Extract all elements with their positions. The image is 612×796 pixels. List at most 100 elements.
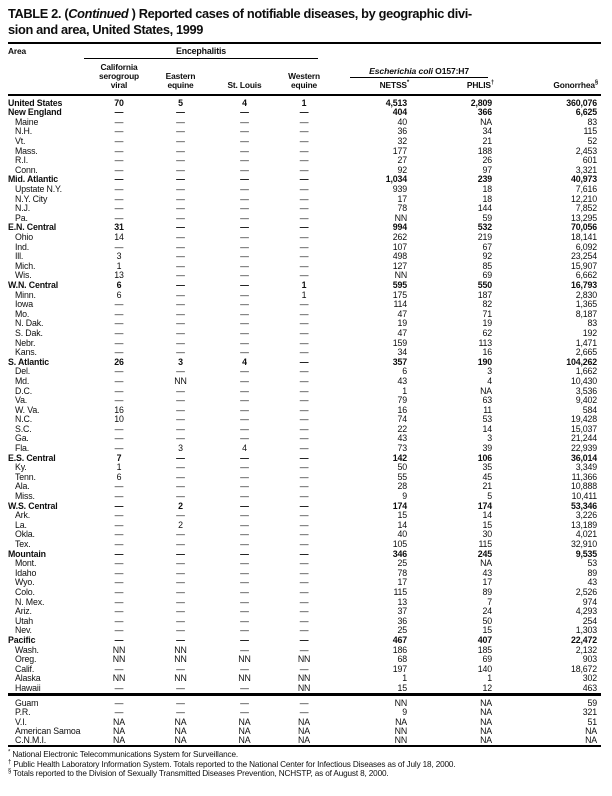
area-cell: Hawaii: [15, 682, 41, 693]
value-cell: —: [114, 558, 124, 569]
table-row: Md. — NN — — 43 4 10,430: [8, 377, 601, 387]
value-cell: 32,910: [571, 539, 598, 550]
value-cell: —: [176, 347, 185, 358]
value-cell: —: [176, 452, 185, 463]
value-cell: 6: [116, 289, 122, 300]
value-cell: —: [150, 692, 211, 708]
value-cell: —: [240, 347, 249, 358]
value-cell: 463: [582, 682, 598, 693]
value-cell: NN: [394, 212, 408, 223]
table-row: Utah — — — — 36 50 254: [8, 616, 601, 626]
value-cell: 140: [477, 663, 493, 674]
value-cell: 939: [392, 184, 408, 195]
value-cell: NA: [480, 116, 493, 127]
value-cell: —: [299, 203, 309, 214]
value-cell: —: [240, 577, 249, 588]
value-cell: 1: [402, 673, 408, 684]
value-cell: 6,662: [575, 270, 598, 281]
value-cell: —: [299, 510, 309, 521]
value-cell: 97: [482, 164, 493, 175]
area-cell: Nebr.: [15, 337, 36, 348]
value-cell: —: [114, 625, 124, 636]
value-cell: —: [114, 308, 124, 319]
value-cell: —: [240, 510, 249, 521]
value-cell: 69: [482, 654, 493, 665]
value-cell: NN: [394, 735, 408, 746]
value-cell: 115: [583, 126, 598, 137]
value-cell: —: [176, 596, 185, 607]
value-cell: —: [240, 634, 249, 645]
value-cell: 254: [582, 615, 598, 626]
value-cell: —: [114, 318, 124, 329]
table-row: W. Va. 16 — — — 16 11 584: [8, 405, 601, 415]
value-cell: 175: [392, 289, 408, 300]
value-cell: 15: [482, 625, 493, 636]
area-cell: Ark.: [15, 510, 31, 521]
footnote-marker-section: §: [594, 80, 599, 87]
value-cell: NA: [174, 716, 187, 727]
value-cell: —: [240, 366, 249, 377]
value-cell: 37: [397, 606, 408, 617]
value-cell: —: [299, 433, 309, 444]
value-cell: 6,625: [575, 107, 598, 118]
value-cell: 190: [477, 356, 493, 367]
value-cell: 21: [482, 136, 493, 147]
table-row: R.I. — — — — 27 26 601: [8, 156, 601, 166]
value-cell: —: [240, 625, 249, 636]
value-cell: 9: [402, 706, 408, 717]
value-cell: 550: [477, 279, 493, 290]
table-row: Kans. — — — — 34 16 2,665: [8, 348, 601, 358]
area-cell: Tenn.: [15, 471, 36, 482]
value-cell: 192: [582, 327, 598, 338]
value-cell: 17: [397, 193, 408, 204]
value-cell: —: [299, 443, 309, 454]
value-cell: —: [240, 164, 249, 175]
value-cell: —: [114, 155, 124, 166]
value-cell: NA: [238, 716, 251, 727]
table-row: Ill. 3 — — — 498 92 23,254: [8, 252, 601, 262]
value-cell: 9: [402, 491, 408, 502]
value-cell: —: [114, 327, 124, 338]
value-cell: —: [240, 270, 249, 281]
area-cell: Calif.: [15, 663, 35, 674]
value-cell: 50: [397, 462, 408, 473]
area-cell: Minn.: [15, 289, 36, 300]
value-cell: 601: [582, 155, 598, 166]
value-cell: 974: [582, 596, 598, 607]
value-cell: 346: [392, 548, 408, 559]
value-cell: 360,076: [566, 98, 598, 108]
value-cell: NA: [480, 385, 493, 396]
value-cell: —: [114, 596, 124, 607]
area-cell: N.Y. City: [15, 193, 48, 204]
value-cell: NN: [297, 654, 311, 665]
value-cell: 177: [392, 145, 408, 156]
area-cell: S. Atlantic: [8, 356, 50, 367]
value-cell: 36: [397, 615, 408, 626]
value-cell: 16: [114, 404, 124, 415]
value-cell: —: [176, 663, 185, 674]
table-row: Wash. NN NN — — 186 185 2,132: [8, 645, 601, 655]
value-cell: 47: [397, 308, 408, 319]
value-cell: 78: [397, 203, 408, 214]
value-cell: —: [176, 241, 185, 252]
value-cell: 3: [116, 251, 122, 262]
value-cell: —: [176, 270, 185, 281]
value-cell: 113: [478, 337, 493, 348]
value-cell: —: [240, 107, 249, 118]
value-cell: —: [114, 126, 124, 137]
value-cell: 17: [482, 577, 493, 588]
table-row: W.S. Central — 2 — — 174 174 53,346: [8, 501, 601, 511]
value-cell: 21: [482, 481, 493, 492]
value-cell: —: [176, 337, 185, 348]
value-cell: 18,672: [571, 663, 598, 674]
value-cell: NA: [113, 726, 125, 737]
value-cell: 357: [392, 356, 408, 367]
value-cell: —: [114, 164, 124, 175]
value-cell: —: [240, 375, 249, 386]
value-cell: 107: [392, 241, 408, 252]
value-cell: 6: [116, 279, 122, 290]
title-continued: Continued: [68, 6, 129, 21]
value-cell: —: [176, 145, 185, 156]
table-row: Tenn. 6 — — — 55 45 11,366: [8, 473, 601, 483]
